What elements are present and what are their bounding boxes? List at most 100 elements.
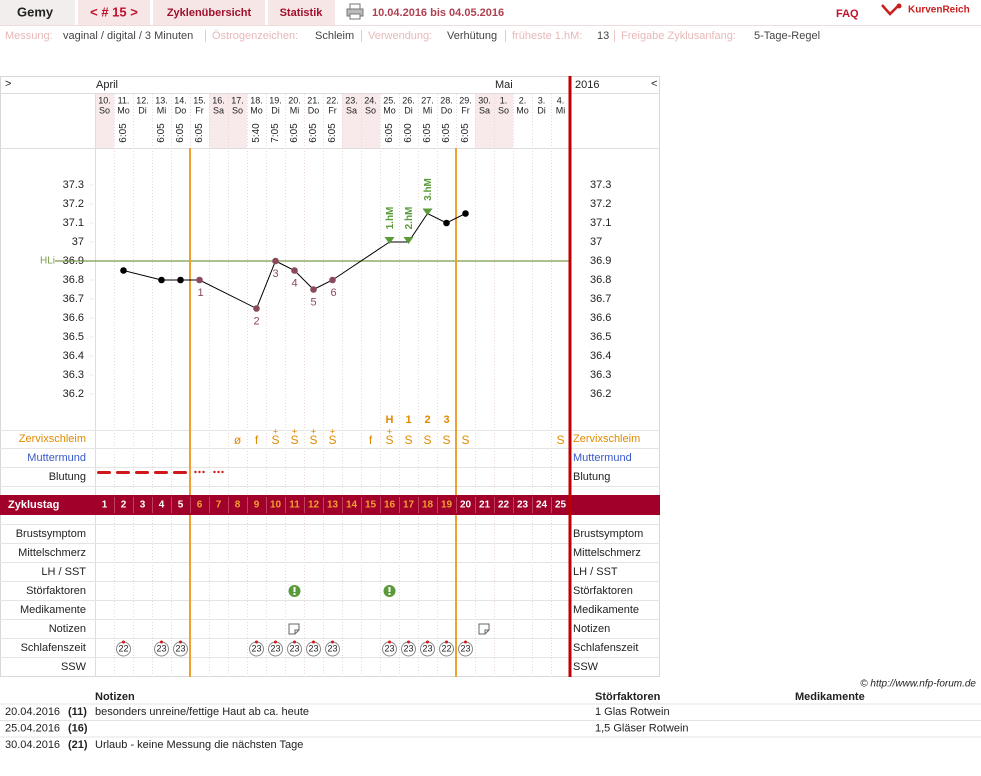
tab-label[interactable]: Statistik — [280, 7, 324, 19]
temperature-point — [443, 219, 450, 227]
y-tick-label: 36.8 — [590, 274, 611, 286]
sleep-time: 23 — [403, 643, 413, 653]
credit: © http://www.nfp-forum.de — [860, 679, 976, 690]
evaluation-mark: 3 — [443, 414, 449, 426]
cycle-day: 9 — [254, 500, 260, 511]
cycle-day: 4 — [159, 500, 165, 511]
weekend-shade — [475, 94, 494, 148]
faq-link[interactable]: FAQ — [836, 8, 859, 20]
y-tick-label: 36.5 — [590, 331, 611, 343]
date-label: 13. — [155, 95, 168, 105]
time-label: 6:05 — [460, 123, 471, 143]
weekend-shade — [342, 94, 361, 148]
cervix-symbol: S — [271, 433, 279, 447]
hm-label: 3.hM — [423, 178, 434, 201]
y-tick-label: 36.2 — [590, 388, 611, 400]
table-cell: (16) — [68, 722, 88, 734]
weekday-label: So — [232, 105, 243, 115]
weekday-label: Mi — [290, 105, 300, 115]
date-label: 24. — [364, 95, 377, 105]
y-tick-label: 36.3 — [590, 369, 611, 381]
tab[interactable] — [268, 0, 335, 25]
row-label: Blutung — [573, 471, 610, 483]
disturbance-icon[interactable] — [288, 585, 301, 597]
row-label: SSW — [61, 661, 87, 673]
hm-marker — [384, 237, 395, 244]
sleep-dot — [160, 640, 163, 644]
cervix-symbol: S — [461, 433, 469, 447]
weekend-shade — [494, 94, 513, 148]
sleep-dot — [255, 640, 258, 644]
user-name: Gemy — [17, 4, 54, 19]
cervix-mark: + — [292, 426, 297, 436]
weekday-label: Sa — [346, 105, 357, 115]
row-label: Medikamente — [573, 604, 639, 616]
coverline-label: HLi — [40, 256, 55, 267]
date-label: 15. — [193, 95, 206, 105]
disturbance-icon[interactable] — [383, 585, 396, 597]
print-icon[interactable] — [346, 3, 364, 20]
sleep-time: 23 — [156, 643, 166, 653]
row-label: Blutung — [49, 471, 86, 483]
logo[interactable]: KurvenReich — [908, 5, 970, 16]
nav-next: < — [651, 78, 657, 90]
weekend-shade — [228, 94, 247, 148]
sleep-time: 23 — [175, 643, 185, 653]
row-label: Störfaktoren — [26, 585, 86, 597]
tab-label[interactable]: Zyklenübersicht — [167, 7, 252, 19]
row-label: Notizen — [573, 623, 610, 635]
cycle-day: 22 — [498, 500, 510, 511]
row-label: Mittelschmerz — [573, 547, 641, 559]
nav-tab[interactable] — [78, 0, 150, 25]
time-label: 7:05 — [270, 123, 281, 143]
row-label: Mittelschmerz — [18, 547, 86, 559]
weekday-label: Do — [175, 105, 187, 115]
setting-value: vaginal / digital / 3 Minuten — [63, 30, 193, 42]
date-label: 2. — [519, 95, 527, 105]
cervix-symbol: S — [309, 433, 317, 447]
y-tick-label: 36.7 — [590, 293, 611, 305]
sleep-time: 23 — [422, 643, 432, 653]
date-label: 26. — [402, 95, 415, 105]
table-header: Störfaktoren — [595, 691, 661, 703]
low-label: 6 — [330, 287, 336, 299]
row-label: Störfaktoren — [573, 585, 633, 597]
y-tick-label: 36.4 — [590, 350, 611, 362]
time-label: 6:05 — [289, 123, 300, 143]
cycle-day: 3 — [140, 500, 146, 511]
setting-label: Verwendung: — [368, 30, 432, 42]
temperature-point — [196, 276, 203, 284]
cycle-nav[interactable]: < # 15 > — [90, 4, 138, 19]
nav-prev[interactable]: > — [5, 78, 11, 90]
sleep-dot — [388, 640, 391, 644]
cervix-symbol: f — [255, 433, 259, 447]
hm-marker — [422, 208, 433, 216]
cervix-mark: + — [311, 426, 316, 436]
sleep-dot — [445, 640, 448, 644]
sleep-time: 23 — [251, 643, 261, 653]
cycle-day: 5 — [178, 500, 184, 511]
cycle-day: 12 — [308, 500, 320, 511]
month-label: April — [96, 79, 118, 91]
note-icon[interactable] — [478, 623, 490, 635]
weekday-label: Mo — [383, 105, 396, 115]
cycle-day: 16 — [384, 500, 396, 511]
weekend-shade — [95, 94, 114, 148]
cycle-day: 20 — [460, 500, 472, 511]
y-tick-label: 36.3 — [63, 369, 84, 381]
temperature-point — [272, 257, 279, 265]
y-tick-label: 37.1 — [63, 217, 84, 229]
date-label: 22. — [326, 95, 339, 105]
cervix-symbol: S — [404, 433, 412, 447]
user-box — [0, 0, 75, 25]
y-tick-label: 36.9 — [590, 255, 611, 267]
weekday-label: Di — [404, 105, 413, 115]
y-tick-label: 37.3 — [63, 179, 84, 191]
cervix-mark: + — [330, 426, 335, 436]
sleep-time: 23 — [327, 643, 337, 653]
note-icon[interactable] — [288, 623, 300, 635]
tab[interactable] — [153, 0, 265, 25]
table-cell: 25.04.2016 — [5, 722, 60, 734]
weekday-label: Mo — [117, 105, 130, 115]
